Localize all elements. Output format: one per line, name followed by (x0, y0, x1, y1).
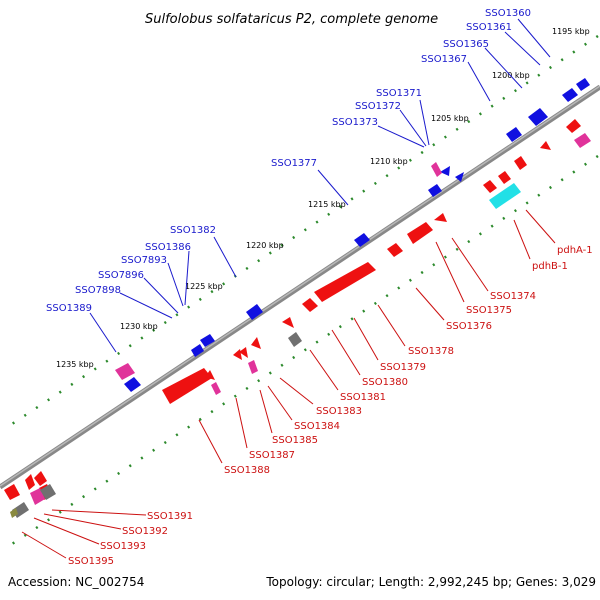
gene-label-sso1385[interactable]: SSO1385 (272, 435, 318, 446)
gene-label-sso1381[interactable]: SSO1381 (340, 392, 386, 403)
gene-arrow[interactable] (576, 78, 590, 91)
forward-features (124, 78, 590, 392)
gene-label-sso1376[interactable]: SSO1376 (446, 321, 492, 332)
genome-backbone (0, 84, 600, 490)
gene-label-sso1360[interactable]: SSO1360 (485, 8, 531, 19)
gene-label-sso1365[interactable]: SSO1365 (443, 39, 489, 50)
gene-label-sso1388[interactable]: SSO1388 (224, 465, 270, 476)
gene-label-sso1380[interactable]: SSO1380 (362, 377, 408, 388)
gene-label-sso7893[interactable]: SSO7893 (121, 255, 167, 266)
gene-label-sso1373[interactable]: SSO1373 (332, 117, 378, 128)
highlight-gene[interactable] (489, 183, 521, 209)
genome-summary-text: Topology: circular; Length: 2,992,245 bp… (265, 575, 596, 589)
gene-label-sso1361[interactable]: SSO1361 (466, 22, 512, 33)
gene-label-sso1386[interactable]: SSO1386 (145, 242, 191, 253)
lower-ruler-line (5, 154, 599, 550)
gene-arrow[interactable] (354, 233, 370, 247)
gene-arrow[interactable] (246, 304, 263, 320)
gene-arrow[interactable] (562, 88, 578, 102)
bottom-leader-lines (21, 209, 556, 559)
gene-label-sso1384[interactable]: SSO1384 (294, 421, 340, 432)
gene-label-sso1372[interactable]: SSO1372 (355, 101, 401, 112)
gene-arrow[interactable] (162, 368, 212, 404)
gene-label-sso1378[interactable]: SSO1378 (408, 346, 454, 357)
gene-arrow[interactable] (540, 141, 551, 150)
tick-1210: 1210 kbp (370, 157, 408, 166)
gene-label-sso1374[interactable]: SSO1374 (490, 291, 536, 302)
gene-label-sso1391[interactable]: SSO1391 (147, 511, 193, 522)
rna-features (30, 133, 591, 505)
gene-label-sso1383[interactable]: SSO1383 (316, 406, 362, 417)
upper-ruler-line (5, 34, 599, 430)
gene-arrow[interactable] (200, 334, 215, 347)
tick-1205: 1205 kbp (431, 114, 469, 123)
gene-label-sso1382[interactable]: SSO1382 (170, 225, 216, 236)
gene-arrow[interactable] (514, 156, 527, 170)
gene-arrow[interactable] (115, 363, 135, 380)
gene-label-sso1395[interactable]: SSO1395 (68, 556, 114, 567)
top-strand-labels: SSO1360 SSO1361 SSO1365 SSO1367 SSO1371 … (46, 8, 531, 314)
gene-arrow[interactable] (251, 337, 261, 349)
tick-1230: 1230 kbp (120, 322, 158, 331)
gene-arrow[interactable] (124, 377, 141, 392)
gene-arrow[interactable] (431, 162, 442, 177)
map-title: Sulfolobus solfataricus P2, complete gen… (145, 12, 438, 27)
gene-label-sso1389[interactable]: SSO1389 (46, 303, 92, 314)
gene-arrow[interactable] (211, 382, 221, 395)
gene-label-sso1367[interactable]: SSO1367 (421, 54, 467, 65)
tick-1195: 1195 kbp (552, 27, 590, 36)
gene-label-sso1387[interactable]: SSO1387 (249, 450, 295, 461)
gene-arrow[interactable] (30, 488, 45, 505)
gene-label-pdhb-1[interactable]: pdhB-1 (532, 261, 568, 272)
reverse-features (4, 119, 581, 500)
top-leader-lines (89, 18, 551, 353)
tick-1220: 1220 kbp (246, 241, 284, 250)
gene-label-sso7896[interactable]: SSO7896 (98, 270, 144, 281)
gene-arrow[interactable] (40, 484, 56, 500)
unknown-features (10, 332, 302, 518)
gene-arrow[interactable] (205, 370, 215, 380)
gene-arrow[interactable] (10, 508, 18, 518)
gene-arrow[interactable] (314, 262, 376, 302)
tick-1215: 1215 kbp (308, 200, 346, 209)
gene-arrow[interactable] (233, 349, 242, 360)
gene-label-sso1393[interactable]: SSO1393 (100, 541, 146, 552)
gene-arrow[interactable] (483, 180, 497, 193)
gene-label-sso1371[interactable]: SSO1371 (376, 88, 422, 99)
gene-arrow[interactable] (4, 484, 20, 500)
gene-arrow[interactable] (498, 171, 511, 184)
gene-arrow[interactable] (282, 317, 294, 328)
bottom-strand-labels: pdhA-1 pdhB-1 SSO1374 SSO1375 SSO1376 SS… (68, 245, 593, 567)
gene-label-sso1377[interactable]: SSO1377 (271, 158, 317, 169)
gene-arrow[interactable] (387, 243, 403, 257)
gene-arrow[interactable] (455, 172, 464, 182)
gene-arrow[interactable] (566, 119, 581, 133)
gene-label-sso1379[interactable]: SSO1379 (380, 362, 426, 373)
gene-arrow[interactable] (248, 360, 258, 374)
gene-arrow[interactable] (239, 347, 248, 358)
gene-label-sso7898[interactable]: SSO7898 (75, 285, 121, 296)
gene-label-pdha-1[interactable]: pdhA-1 (557, 245, 593, 256)
gene-label-sso1375[interactable]: SSO1375 (466, 305, 512, 316)
gene-arrow[interactable] (574, 133, 591, 148)
gene-arrow[interactable] (440, 166, 450, 176)
gene-arrow[interactable] (506, 127, 522, 142)
gene-arrow[interactable] (428, 184, 442, 197)
gene-arrow[interactable] (34, 471, 47, 486)
tick-1235: 1235 kbp (56, 360, 94, 369)
accession-text: Accession: NC_002754 (8, 575, 144, 589)
gene-arrow[interactable] (25, 474, 35, 490)
gene-arrow[interactable] (528, 108, 548, 126)
gene-arrow[interactable] (191, 344, 204, 357)
gene-label-sso1392[interactable]: SSO1392 (122, 526, 168, 537)
gene-arrow[interactable] (302, 298, 318, 312)
tick-1225: 1225 kbp (185, 282, 223, 291)
gene-arrow[interactable] (434, 213, 447, 222)
gene-arrow[interactable] (288, 332, 302, 347)
gene-arrow[interactable] (407, 222, 433, 244)
